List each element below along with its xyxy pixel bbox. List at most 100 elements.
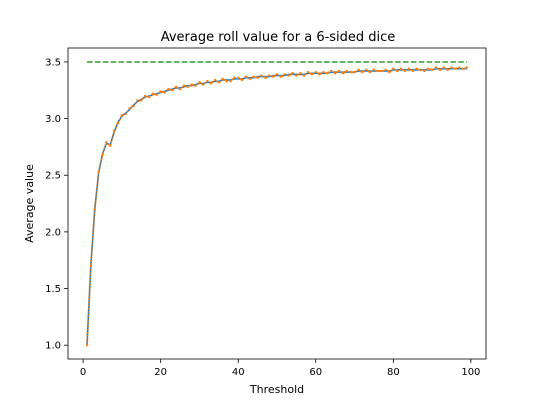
series-1-point (411, 69, 414, 73)
series-1-point (337, 69, 341, 73)
series-1-point (368, 70, 372, 74)
series-1-point (465, 66, 469, 69)
series-1-point (260, 74, 263, 77)
series-1-point (202, 83, 205, 86)
y-axis-label: Average value (23, 164, 36, 243)
series-1-point (299, 72, 302, 75)
series-1-point (217, 81, 221, 84)
series-1-point (213, 78, 217, 82)
series-1-point (93, 208, 96, 211)
series-1-point (271, 75, 275, 78)
series-1-point (427, 67, 430, 70)
y-tick-label: 2.0 (45, 227, 61, 238)
y-tick-label: 1.0 (45, 341, 61, 352)
x-tick-label: 60 (309, 367, 322, 378)
chart-title: Average roll value for a 6-sided dice (161, 30, 396, 45)
series-1-point (279, 75, 283, 78)
series-1-point (450, 66, 453, 69)
series-1-point (194, 84, 197, 87)
series-1-point (322, 70, 325, 74)
series-1-point (310, 73, 314, 76)
series-1-point (182, 84, 186, 87)
series-1-point (396, 69, 399, 73)
series-1-point (237, 76, 240, 80)
series-1-point (151, 92, 155, 95)
series-1-point (244, 75, 248, 78)
series-1-point (287, 74, 290, 77)
series-1-point (318, 73, 321, 76)
series-1-point (384, 68, 387, 72)
series-1-point (101, 153, 104, 157)
series-1-point (345, 69, 348, 73)
series-1-point (143, 94, 147, 98)
series-1-point (147, 95, 151, 99)
series-1-point (132, 104, 135, 108)
series-1-point (326, 72, 329, 75)
series-1-point (174, 85, 178, 89)
series-1-point (275, 73, 279, 76)
series-1-point (159, 90, 162, 93)
y-tick-label: 3.5 (45, 57, 61, 68)
plot-area (68, 48, 486, 359)
series-1-point (198, 81, 201, 84)
series-1-point (167, 87, 170, 91)
x-tick-label: 80 (387, 367, 400, 378)
series-1-point (353, 70, 356, 74)
series-1-point (291, 72, 294, 75)
series-1-point (116, 121, 120, 125)
series-1-point (306, 70, 310, 74)
series-1-point (229, 80, 232, 83)
series-1-point (399, 67, 403, 70)
series-1-point (442, 66, 445, 69)
series-1-point (461, 67, 465, 70)
series-1-point (171, 89, 174, 92)
y-tick-label: 1.5 (45, 284, 61, 295)
series-1-point (248, 77, 252, 81)
series-1-point (430, 68, 434, 72)
series-1-point (89, 264, 93, 268)
series-1-point (407, 67, 411, 70)
series-1-point (209, 82, 213, 85)
series-1-point (155, 93, 158, 96)
x-tick-label: 0 (80, 367, 86, 378)
series-1-point (380, 69, 383, 73)
series-1-point (388, 70, 391, 74)
series-1-point (302, 74, 306, 77)
series-1-point (252, 75, 255, 78)
y-tick-label: 3.0 (45, 114, 61, 125)
series-1-point (264, 76, 267, 80)
series-1-point (140, 99, 143, 102)
series-1-point (357, 68, 360, 72)
series-1-point (438, 68, 442, 72)
series-1-point (163, 91, 166, 94)
x-axis-label: Threshold (249, 383, 304, 396)
x-tick-label: 100 (461, 367, 480, 378)
series-1-point (221, 77, 224, 81)
series-1-point (372, 68, 376, 72)
series-1-point (186, 85, 190, 89)
plot-frame (67, 47, 487, 360)
series-1-point (136, 99, 139, 102)
series-1-point (105, 141, 108, 144)
series-1-point (458, 66, 461, 69)
series-1-point (364, 68, 368, 72)
series-1-point (268, 74, 271, 77)
series-1-point (434, 66, 438, 69)
ticks-layer: 0 20 40 60 80 100 1.0 1.5 2.0 2.5 3.0 3.5 (45, 57, 480, 378)
series-1-point (190, 83, 193, 86)
series-layer (85, 61, 469, 347)
x-tick-label: 40 (232, 367, 245, 378)
series-1-point (283, 73, 286, 76)
y-tick-label: 2.5 (45, 171, 61, 182)
series-1-point (333, 72, 337, 75)
x-tick-label: 20 (154, 367, 167, 378)
series-1-point (97, 170, 100, 174)
series-1-point (454, 67, 457, 70)
series-1-point (419, 68, 422, 72)
series-1-point (423, 69, 426, 73)
series-1-point (178, 87, 182, 91)
series-1-point (124, 112, 127, 116)
series-1-point (120, 113, 124, 117)
series-1-point (109, 144, 112, 147)
